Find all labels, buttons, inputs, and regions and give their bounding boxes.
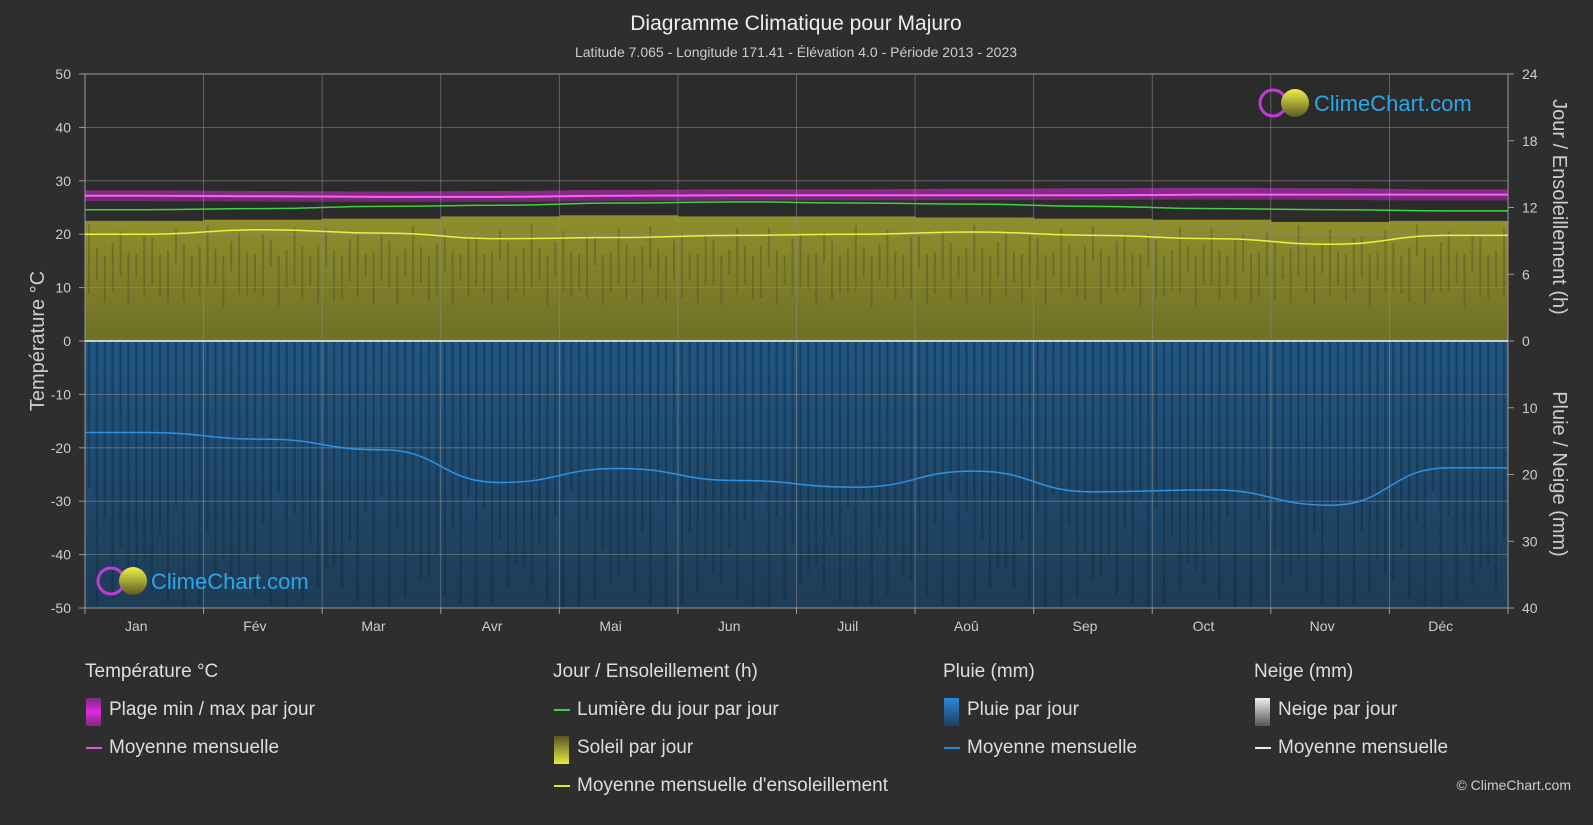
month-tick-label: Sep	[1072, 618, 1097, 634]
series-lines	[84, 193, 1509, 506]
sunshine-bar	[915, 217, 1035, 341]
rain-mean-line	[84, 431, 1509, 506]
temp-mean-swatch-icon	[86, 747, 102, 749]
month-tick-label: Déc	[1428, 618, 1453, 634]
sunshine-bar	[796, 216, 916, 341]
logo-sun-icon	[1281, 89, 1309, 117]
legend-item-sunshine: Soleil par jour	[553, 736, 888, 764]
legend-heading-snow: Neige (mm)	[1254, 661, 1354, 682]
chart-title: Diagramme Climatique pour Majuro	[630, 12, 961, 35]
legend-item-rain-mean: Moyenne mensuelle	[943, 736, 1137, 760]
logo-sun-icon	[119, 567, 147, 595]
sunshine-bar	[559, 215, 679, 341]
month-tick-label: Mar	[361, 618, 385, 634]
logo-text-bottom: ClimeChart.com	[151, 569, 309, 594]
legend-item-snow-mean: Moyenne mensuelle	[1254, 736, 1448, 760]
legend-label: Moyenne mensuelle	[109, 737, 280, 758]
month-tick-label: Juil	[837, 618, 858, 634]
sunshine-bar	[677, 216, 797, 341]
legend-label: Plage min / max par jour	[109, 699, 315, 720]
logo-top: ClimeChart.com	[1258, 88, 1472, 118]
month-tick-label: Nov	[1310, 618, 1335, 634]
month-tick-label: Jun	[718, 618, 741, 634]
legend: Température °C Plage min / max par jour …	[0, 660, 1593, 820]
month-tick-label: Mai	[599, 618, 622, 634]
legend-label: Moyenne mensuelle	[967, 737, 1138, 758]
legend-heading-sunshine: Jour / Ensoleillement (h)	[553, 661, 758, 682]
month-tick-label: Oct	[1193, 618, 1215, 634]
legend-item-sunshine-mean: Moyenne mensuelle d'ensoleillement	[553, 774, 888, 798]
legend-rain: Pluie (mm) Pluie par jour Moyenne mensue…	[943, 660, 1137, 774]
month-axis-ticks: Jan Fév Mar Avr Mai Jun Juil Aoû Sep Oct Nov Déc	[84, 608, 1509, 634]
legend-label: Moyenne mensuelle	[1278, 737, 1449, 758]
legend-item-temp-range: Plage min / max par jour	[85, 698, 315, 726]
left-tick-label: 20	[55, 226, 71, 242]
right-top-tick-label: 6	[1522, 266, 1530, 282]
left-tick-label: -20	[51, 440, 71, 456]
month-tick-label: Avr	[482, 618, 503, 634]
legend-sunshine: Jour / Ensoleillement (h) Lumière du jou…	[553, 660, 888, 812]
legend-heading-rain: Pluie (mm)	[943, 661, 1035, 682]
sunshine-bar	[1389, 220, 1509, 341]
month-tick-label: Fév	[243, 618, 266, 634]
left-tick-label: -50	[51, 600, 71, 616]
sunshine-swatch-icon	[554, 736, 569, 764]
right-top-tick-label: 24	[1522, 66, 1538, 82]
sunshine-bar	[322, 218, 442, 341]
snow-swatch-icon	[1255, 698, 1270, 726]
rain-swatch-icon	[944, 698, 959, 726]
month-tick-label: Jan	[125, 618, 148, 634]
daylight-swatch-icon	[554, 709, 570, 711]
right-axis-title-top: Jour / Ensoleillement (h)	[1548, 99, 1570, 315]
legend-heading-temperature: Température °C	[85, 661, 219, 682]
rain-mean-swatch-icon	[944, 747, 960, 749]
legend-label: Soleil par jour	[577, 737, 694, 758]
right-bottom-tick-label: 20	[1522, 467, 1538, 483]
climate-chart: Diagramme Climatique pour Majuro Latitud…	[27, 12, 1570, 634]
legend-temperature: Température °C Plage min / max par jour …	[85, 660, 315, 774]
legend-item-daylight: Lumière du jour par jour	[553, 698, 888, 722]
right-top-tick-label: 0	[1522, 333, 1530, 349]
left-tick-label: -40	[51, 547, 71, 563]
left-tick-label: 0	[63, 333, 71, 349]
right-axis-title-bottom: Pluie / Neige (mm)	[1548, 391, 1570, 557]
legend-label: Moyenne mensuelle d'ensoleillement	[577, 775, 888, 796]
snow-mean-swatch-icon	[1255, 747, 1271, 749]
left-axis-ticks: 50 40 30 20 10 0 -10 -20 -30 -40 -50	[51, 66, 85, 616]
left-tick-label: -30	[51, 493, 71, 509]
logo-text-top: ClimeChart.com	[1314, 91, 1472, 116]
sunshine-bar	[203, 219, 323, 341]
left-tick-label: -10	[51, 386, 71, 402]
left-tick-label: 10	[55, 280, 71, 296]
temp-mean-line	[85, 193, 1508, 198]
chart-subtitle: Latitude 7.065 - Longitude 171.41 - Élév…	[575, 44, 1017, 60]
left-tick-label: 40	[55, 119, 71, 135]
legend-item-rain-daily: Pluie par jour	[943, 698, 1137, 726]
right-axis-ticks: 24 18 12 6 0 10 20 30 40	[1508, 66, 1538, 616]
legend-item-snow-daily: Neige par jour	[1254, 698, 1448, 726]
left-axis-title: Température °C	[27, 271, 49, 411]
legend-label: Pluie par jour	[967, 699, 1079, 720]
sunshine-mean-swatch-icon	[554, 785, 570, 787]
right-bottom-tick-label: 10	[1522, 400, 1538, 416]
sunshine-area	[85, 215, 1509, 341]
month-tick-label: Aoû	[954, 618, 979, 634]
daylight-line	[85, 201, 1508, 212]
logo-bottom: ClimeChart.com	[96, 566, 309, 596]
sunshine-mean-line	[85, 228, 1508, 245]
legend-label: Lumière du jour par jour	[577, 699, 779, 720]
left-tick-label: 30	[55, 173, 71, 189]
sunshine-bar	[1033, 218, 1153, 341]
left-tick-label: 50	[55, 66, 71, 82]
temp-range-swatch-icon	[86, 698, 101, 726]
sunshine-bar	[85, 220, 205, 341]
right-top-tick-label: 12	[1522, 200, 1538, 216]
copyright: © ClimeChart.com	[1456, 777, 1571, 793]
right-bottom-tick-label: 30	[1522, 533, 1538, 549]
legend-snow: Neige (mm) Neige par jour Moyenne mensue…	[1254, 660, 1448, 774]
legend-item-temp-mean: Moyenne mensuelle	[85, 736, 315, 760]
right-bottom-tick-label: 40	[1522, 600, 1538, 616]
legend-label: Neige par jour	[1278, 699, 1398, 720]
right-top-tick-label: 18	[1522, 133, 1538, 149]
